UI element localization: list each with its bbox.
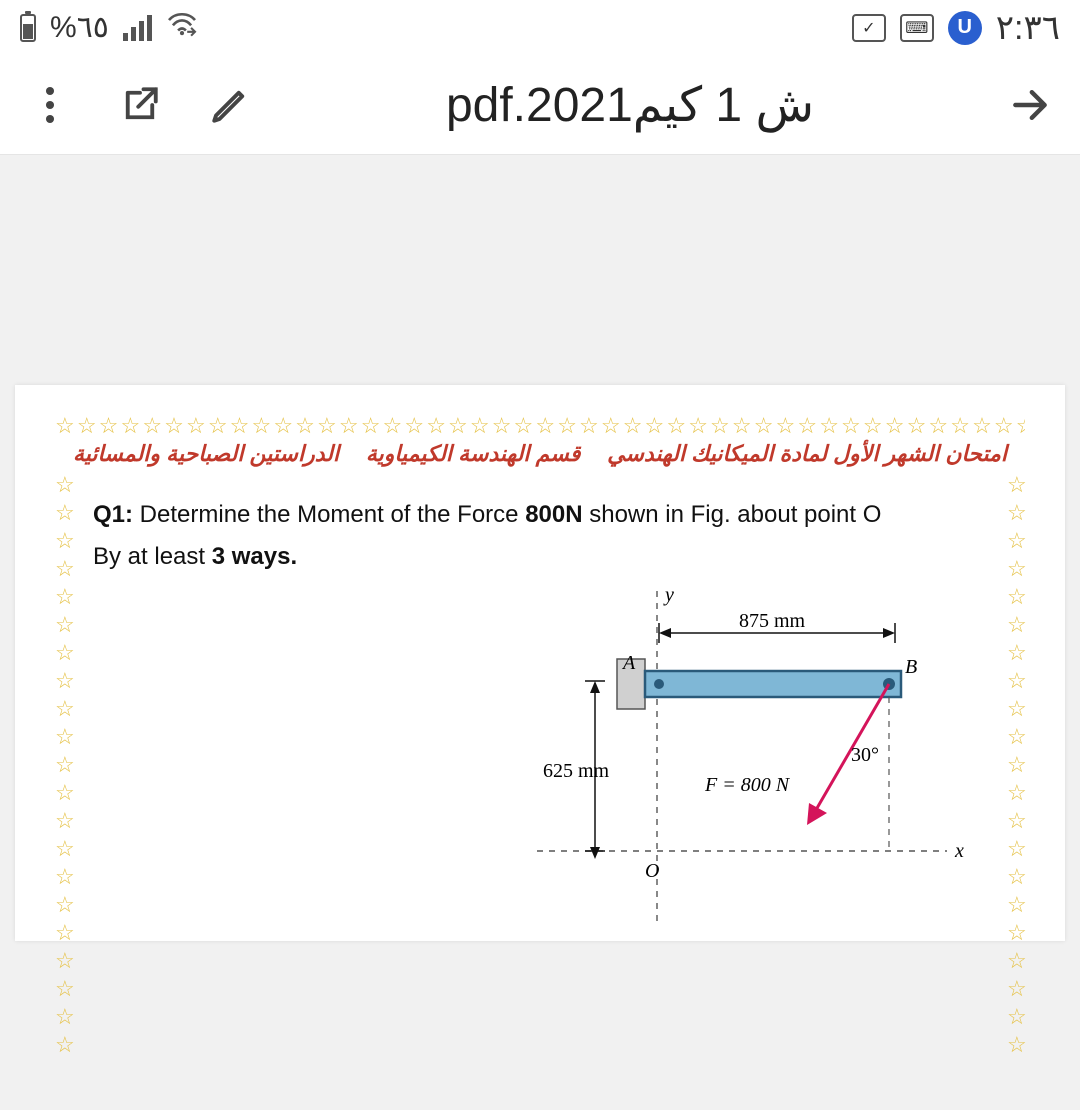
wifi-icon (166, 11, 198, 45)
content-frame: ☆☆☆☆☆☆☆☆☆☆☆☆☆☆☆☆☆☆☆☆☆ ☆☆☆☆☆☆☆☆☆☆☆☆☆☆☆☆☆☆… (55, 471, 1025, 941)
battery-percent: %٦٥ (50, 10, 109, 45)
force-label: F = 800 N (704, 774, 791, 796)
document-title: ش 1 كيم2021.pdf (295, 77, 965, 133)
header-part1: امتحان الشهر الأول لمادة الميكانيك الهند… (607, 441, 1007, 467)
back-button[interactable] (1005, 80, 1055, 130)
q1-label: Q1: (93, 501, 133, 528)
dim-top: 875 mm (739, 610, 806, 632)
dim-left: 625 mm (543, 760, 610, 782)
check-icon: ✓ (852, 14, 886, 42)
label-b: B (905, 656, 917, 678)
question-content: Q1: Determine the Moment of the Force 80… (73, 471, 1007, 941)
pdf-page: ☆ ☆ ☆ ☆ ☆ ☆ ☆ ☆ ☆ ☆ ☆ ☆ ☆ ☆ ☆ ☆ ☆ ☆ ☆ ☆ … (15, 385, 1065, 941)
bar-ab (645, 671, 901, 697)
q1-line2-b: 3 ways. (212, 543, 297, 570)
origin-label: O (645, 860, 659, 882)
app-bar: ش 1 كيم2021.pdf (0, 55, 1080, 155)
q1-line1: Q1: Determine the Moment of the Force 80… (93, 501, 987, 529)
status-right: ✓ ⌨ U ٢:٣٦ (852, 8, 1060, 48)
star-border-right: ☆☆☆☆☆☆☆☆☆☆☆☆☆☆☆☆☆☆☆☆☆ (1007, 471, 1025, 941)
q1-text-a: Determine the Moment of the Force (133, 501, 525, 528)
q1-line2-a: By at least (93, 543, 212, 570)
clock-text: ٢:٣٦ (996, 8, 1060, 48)
battery-icon (20, 14, 36, 42)
u-badge-icon: U (948, 11, 982, 45)
more-button[interactable] (25, 80, 75, 130)
star-border-top: ☆ ☆ ☆ ☆ ☆ ☆ ☆ ☆ ☆ ☆ ☆ ☆ ☆ ☆ ☆ ☆ ☆ ☆ ☆ ☆ … (55, 415, 1025, 437)
exam-header: امتحان الشهر الأول لمادة الميكانيك الهند… (55, 437, 1025, 471)
q1-line2: By at least 3 ways. (93, 543, 987, 571)
angle-label: 30° (851, 744, 879, 766)
mechanics-figure: y x O 625 mm (507, 581, 987, 941)
figure-container: y x O 625 mm (93, 581, 987, 941)
header-part2: قسم الهندسة الكيمياوية (366, 441, 581, 467)
open-external-button[interactable] (115, 80, 165, 130)
keyboard-icon: ⌨ (900, 14, 934, 42)
q1-force: 800N (525, 501, 582, 528)
axis-y-label: y (663, 584, 674, 606)
signal-icon (123, 15, 152, 41)
status-left: %٦٥ (20, 10, 198, 45)
document-viewport[interactable]: ☆ ☆ ☆ ☆ ☆ ☆ ☆ ☆ ☆ ☆ ☆ ☆ ☆ ☆ ☆ ☆ ☆ ☆ ☆ ☆ … (0, 155, 1080, 1110)
star-border-left: ☆☆☆☆☆☆☆☆☆☆☆☆☆☆☆☆☆☆☆☆☆ (55, 471, 73, 941)
label-a: A (621, 652, 636, 674)
status-bar: %٦٥ ✓ ⌨ U ٢:٣٦ (0, 0, 1080, 55)
q1-text-b: shown in Fig. about point O (583, 501, 882, 528)
axis-x-label: x (954, 840, 964, 862)
header-part3: الدراستين الصباحية والمسائية (73, 441, 339, 467)
edit-button[interactable] (205, 80, 255, 130)
